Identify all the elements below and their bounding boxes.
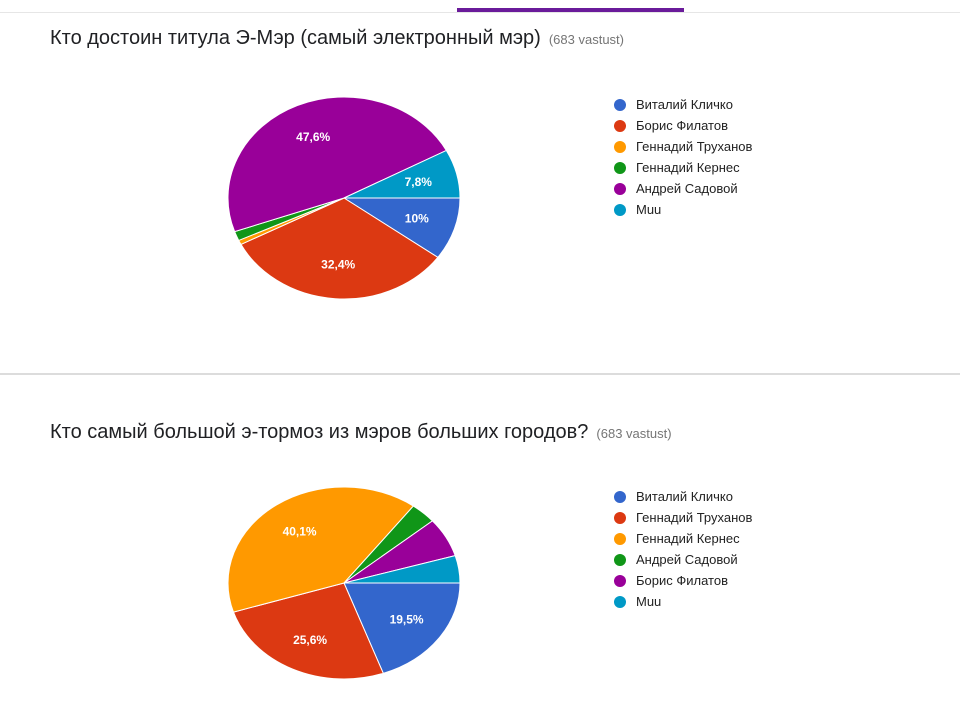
slice-data-label: 10% [405,212,429,226]
question-title-1: Кто достоин титула Э-Мэр (самый электрон… [50,27,624,50]
active-tab-indicator [457,8,684,12]
legend-item-геннадий-труханов[interactable]: Геннадий Труханов [614,136,752,157]
pie-slice-геннадий-труханов[interactable] [232,582,384,680]
slice-data-label: 7,8% [405,175,433,189]
legend-label: Борис Филатов [636,118,728,133]
legend-item-виталий-кличко[interactable]: Виталий Кличко [614,486,752,507]
pie-slice-виталий-кличко[interactable] [342,197,461,259]
legend-item-muu[interactable]: Muu [614,591,752,612]
legend-item-андрей-садовой[interactable]: Андрей Садовой [614,178,752,199]
legend-label: Борис Филатов [636,573,728,588]
slice-data-label: 40,1% [283,524,317,538]
pie-slice-muu[interactable] [343,149,461,199]
top-toolbar [0,0,960,13]
legend-label: Андрей Садовой [636,181,738,196]
question-title-2: Кто самый большой э-тормоз из мэров боль… [50,421,672,444]
legend-color-dot [614,511,626,524]
response-count: (683 vastust) [548,32,624,47]
legend-color-dot [614,119,626,132]
legend-label: Геннадий Кернес [636,160,740,175]
slice-data-label: 19,5% [390,612,424,626]
pie-chart-2: 19,5% 25,6% 40,1% [227,486,461,680]
pie-chart-1: 10% 32,4% 47,6% 7,8% [227,96,461,300]
legend-item-андрей-садовой[interactable]: Андрей Садовой [614,549,752,570]
legend-color-dot [614,203,626,216]
legend-item-геннадий-кернес[interactable]: Геннадий Кернес [614,157,752,178]
question-card-2: Кто самый большой э-тормоз из мэров боль… [0,375,960,697]
pie-slice-виталий-кличко[interactable] [343,582,461,674]
legend-item-геннадий-кернес[interactable]: Геннадий Кернес [614,528,752,549]
legend-label: Muu [636,202,662,217]
pie-slice-геннадий-кернес[interactable] [227,486,415,613]
legend-label: Геннадий Труханов [636,510,753,525]
legend-item-muu[interactable]: Muu [614,199,752,220]
legend-color-dot [614,574,626,587]
pie-slice-андрей-садовой[interactable] [227,96,448,233]
legend-color-dot [614,553,626,566]
card-divider [0,373,960,375]
legend-item-борис-филатов[interactable]: Борис Филатов [614,570,752,591]
legend-color-dot [614,182,626,195]
question-card-1: Кто достоин титула Э-Мэр (самый электрон… [0,13,960,373]
legend-2: Виталий Кличко Геннадий Труханов Геннадий … [614,486,752,612]
legend-item-борис-филатов[interactable]: Борис Филатов [614,115,752,136]
slice-data-label: 32,4% [321,258,355,272]
legend-label: Виталий Кличко [636,97,733,112]
legend-item-виталий-кличко[interactable]: Виталий Кличко [614,94,752,115]
legend-label: Виталий Кличко [636,489,733,504]
legend-label: Геннадий Труханов [636,139,753,154]
question-text: Кто достоин титула Э-Мэр (самый электрон… [50,27,541,49]
question-text: Кто самый большой э-тормоз из мэров боль… [50,421,589,443]
legend-label: Геннадий Кернес [636,531,740,546]
legend-color-dot [614,140,626,153]
legend-color-dot [614,98,626,111]
legend-1: Виталий Кличко Борис Филатов Геннадий Трух… [614,94,752,220]
pie-slice-muu[interactable] [343,555,461,584]
pie-slice-борис-филатов[interactable] [240,197,439,300]
legend-color-dot [614,161,626,174]
legend-label: Андрей Садовой [636,552,738,567]
legend-color-dot [614,532,626,545]
legend-color-dot [614,490,626,503]
legend-item-геннадий-труханов[interactable]: Геннадий Труханов [614,507,752,528]
response-count: (683 vastust) [596,426,672,441]
legend-label: Muu [636,594,662,609]
slice-data-label: 47,6% [296,130,330,144]
legend-color-dot [614,595,626,608]
slice-data-label: 25,6% [293,633,327,647]
